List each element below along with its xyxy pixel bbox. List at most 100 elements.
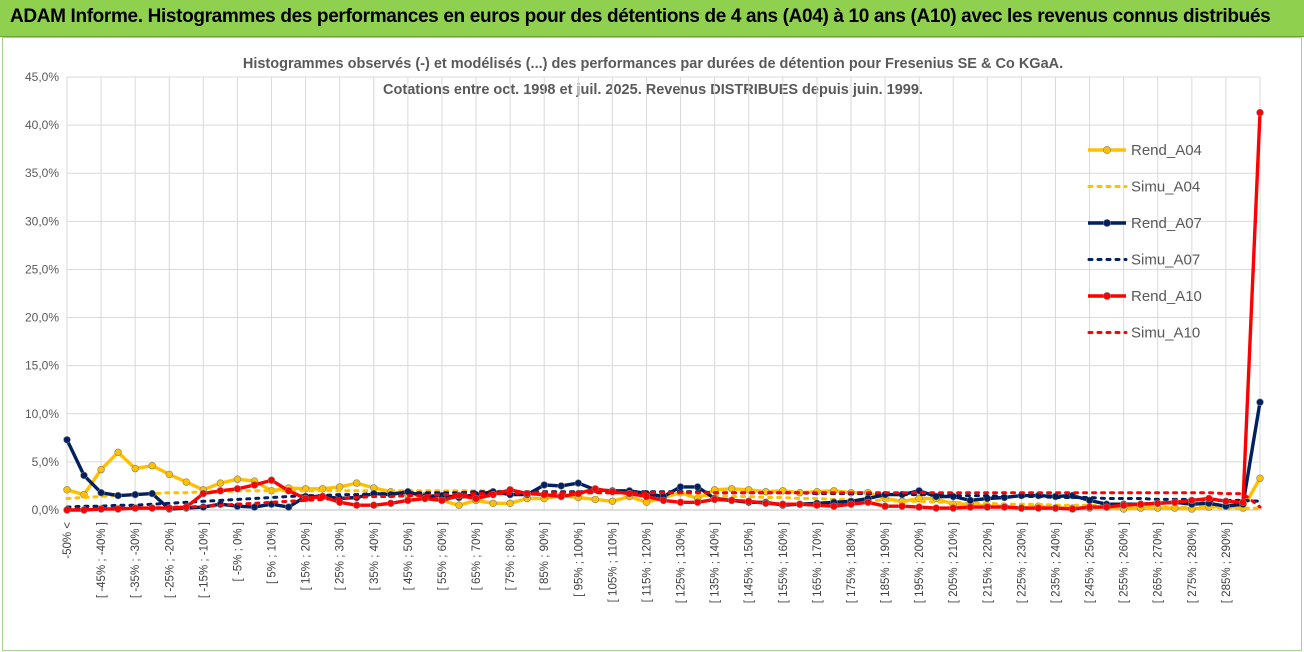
point-rend-a10: [813, 501, 821, 509]
point-rend-a04: [63, 486, 71, 494]
y-tick-label: 30,0%: [25, 214, 59, 228]
point-rend-a04: [455, 501, 463, 509]
legend-label: Simu_A04: [1131, 179, 1200, 196]
point-rend-a10: [1017, 504, 1026, 512]
x-tick-label: [ -5% ; 0% ]: [232, 522, 244, 581]
point-rend-a10: [676, 498, 685, 506]
point-rend-a07: [97, 489, 105, 497]
legend-marker: [1103, 292, 1111, 300]
point-rend-a10: [1085, 503, 1094, 511]
point-rend-a10: [932, 504, 940, 512]
point-rend-a10: [762, 499, 770, 507]
point-rend-a10: [744, 497, 753, 505]
x-tick-label: [ 75% ; 80% ]: [505, 522, 517, 590]
point-rend-a10: [250, 481, 259, 489]
x-tick-label: [ 175% ; 180% ]: [846, 522, 858, 603]
x-tick-label: -50% <: [62, 522, 74, 559]
legend-item-rend-a10: Rend_A10: [1088, 288, 1202, 305]
point-rend-a10: [796, 500, 804, 508]
x-tick-label: [ 135% ; 140% ]: [710, 522, 722, 603]
point-rend-a10: [1222, 497, 1230, 505]
x-tick-label: [ 125% ; 130% ]: [676, 522, 688, 603]
point-rend-a10: [847, 500, 855, 508]
point-rend-a10: [1171, 498, 1179, 506]
series-rend-a07: [63, 398, 1264, 513]
point-rend-a10: [370, 501, 378, 509]
point-rend-a10: [1188, 496, 1196, 505]
point-rend-a10: [472, 494, 480, 503]
x-tick-label: [ -25% ; -20% ]: [164, 522, 176, 598]
point-rend-a10: [898, 502, 906, 510]
point-rend-a10: [267, 476, 276, 484]
line-simu-a10: [65, 491, 1262, 511]
point-rend-a07: [284, 503, 293, 511]
point-rend-a10: [1051, 504, 1060, 512]
point-rend-a10: [199, 489, 208, 498]
legend-marker: [1103, 219, 1111, 227]
point-rend-a10: [387, 499, 395, 507]
chart-title-line-2: Cotations entre oct. 1998 et juil. 2025.…: [383, 82, 923, 98]
point-rend-a07: [1256, 398, 1264, 406]
x-tick-label: [ 275% ; 280% ]: [1187, 522, 1199, 603]
point-rend-a10: [693, 498, 702, 506]
point-rend-a04: [336, 483, 344, 491]
x-tick-label: [ 225% ; 230% ]: [1016, 522, 1028, 603]
point-rend-a10: [1153, 499, 1162, 507]
point-rend-a10: [830, 502, 838, 510]
point-rend-a10: [983, 503, 991, 511]
point-rend-a10: [1119, 501, 1128, 509]
y-tick-label: 15,0%: [25, 359, 59, 373]
point-rend-a10: [1034, 504, 1043, 512]
y-axis: 0,0% 5,0% 10,0% 15,0% 20,0% 25,0% 30,0% 35,0% 40…: [25, 70, 59, 517]
x-axis: -50% < [ -45% ; -40% ] [ -35% ; -30% ] [ -2…: [62, 509, 1260, 603]
point-rend-a10: [864, 498, 872, 506]
histogram-chart: Histogrammes observés (-) et modélisés (…: [25, 56, 1264, 603]
legend-item-rend-a04: Rend_A04: [1088, 142, 1202, 159]
point-rend-a10: [1102, 503, 1111, 511]
point-rend-a04: [506, 499, 514, 507]
chart-title-line-1: Histogrammes observés (-) et modélisés (…: [243, 56, 1063, 72]
x-tick-label: [ 245% ; 250% ]: [1085, 522, 1097, 603]
report-title: ADAM Informe. Histogrammes des performan…: [10, 6, 1271, 27]
point-rend-a10: [966, 503, 974, 511]
x-tick-label: [ 85% ; 90% ]: [539, 522, 551, 590]
x-tick-label: [ 95% ; 100% ]: [573, 522, 585, 597]
x-tick-label: [ 285% ; 290% ]: [1221, 522, 1233, 603]
point-rend-a04: [233, 475, 242, 483]
y-tick-label: 20,0%: [25, 311, 59, 325]
point-rend-a10: [438, 496, 446, 505]
x-tick-label: [ 235% ; 240% ]: [1050, 522, 1062, 603]
point-rend-a10: [1000, 503, 1009, 511]
x-tick-label: [ 105% ; 110% ]: [607, 522, 619, 602]
point-rend-a07: [966, 496, 974, 505]
y-tick-label: 5,0%: [32, 455, 60, 469]
gridlines: [66, 76, 1261, 511]
legend-item-simu-a10: Simu_A10: [1087, 325, 1200, 342]
x-tick-label: [ 45% ; 50% ]: [403, 522, 415, 590]
point-rend-a07: [676, 483, 685, 491]
y-tick-label: 45,0%: [25, 70, 59, 84]
point-rend-a10: [404, 496, 412, 505]
point-rend-a10: [659, 496, 668, 505]
legend-label: Simu_A10: [1131, 325, 1200, 342]
point-rend-a07: [693, 483, 702, 491]
point-rend-a04: [131, 464, 139, 473]
series-simu-a10: [65, 491, 1262, 511]
legend-label: Simu_A07: [1131, 252, 1200, 269]
point-rend-a07: [63, 436, 71, 444]
y-tick-label: 0,0%: [32, 503, 60, 517]
x-tick-label: [ -45% ; -40% ]: [96, 522, 108, 598]
point-rend-a10: [284, 487, 293, 495]
x-tick-label: [ 5% ; 10% ]: [267, 522, 279, 584]
x-tick-label: [ 265% ; 270% ]: [1153, 522, 1165, 603]
point-rend-a04: [148, 462, 156, 470]
point-rend-a04: [165, 470, 174, 479]
point-rend-a10: [1256, 108, 1264, 117]
legend-marker: [1103, 146, 1111, 154]
point-rend-a04: [114, 448, 122, 456]
point-rend-a10: [915, 503, 923, 511]
legend: Rend_A04 Simu_A04 Rend_A07 Simu_A07 Rend_A10…: [1087, 142, 1202, 342]
legend-item-rend-a07: Rend_A07: [1088, 215, 1202, 232]
point-rend-a10: [779, 500, 787, 508]
x-tick-label: [ 165% ; 170% ]: [812, 522, 824, 603]
